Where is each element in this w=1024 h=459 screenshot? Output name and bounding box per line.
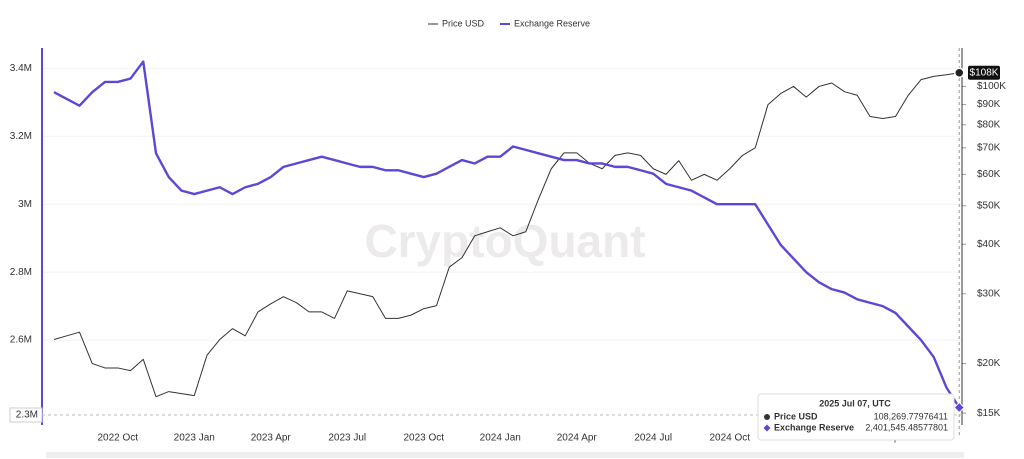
tooltip-value: 108,269.77976411 bbox=[874, 411, 948, 421]
series-line bbox=[53, 72, 960, 398]
legend-label: Price USD bbox=[442, 18, 485, 28]
y-tick-label: 3.2M bbox=[10, 131, 32, 142]
scrollbar[interactable] bbox=[46, 452, 964, 458]
price-marker bbox=[954, 67, 965, 78]
watermark: CryptoQuant bbox=[364, 215, 645, 267]
x-tick-label: 2024 Apr bbox=[557, 433, 598, 444]
tooltip-name: Exchange Reserve bbox=[774, 422, 854, 432]
tooltip-name: Price USD bbox=[774, 411, 818, 421]
y2-tick-label: $70K bbox=[977, 142, 1001, 153]
crosshair-label-box bbox=[9, 407, 43, 423]
y2-tick-label: $90K bbox=[977, 99, 1001, 110]
x-tick-label: 2022 Oct bbox=[97, 433, 138, 444]
y-tick-label: 2.6M bbox=[10, 335, 32, 346]
y2-tick-label: $80K bbox=[977, 119, 1001, 130]
y2-tick-label: $30K bbox=[977, 288, 1001, 299]
x-tick-label: 2024 Oct bbox=[709, 433, 750, 444]
y2-tick-label: $40K bbox=[977, 239, 1001, 250]
reserve-marker bbox=[953, 401, 965, 414]
x-tick-label: 2023 Jul bbox=[328, 433, 366, 444]
price-label: $108K bbox=[970, 67, 999, 78]
y-tick-label: 2.8M bbox=[10, 267, 32, 278]
tooltip-title: 2025 Jul 07, UTC bbox=[819, 398, 891, 408]
tooltip-box bbox=[757, 393, 955, 441]
crosshair-label: 2.3M bbox=[16, 410, 38, 421]
tooltip-value: 2,401,545.48577801 bbox=[865, 422, 948, 432]
x-tick-label: 2023 Jan bbox=[174, 433, 215, 444]
x-tick-label: 2024 Jul bbox=[634, 433, 672, 444]
x-tick-label: 2024 Jan bbox=[480, 433, 521, 444]
price-label-box bbox=[968, 65, 1000, 80]
y2-tick-label: $15K bbox=[977, 408, 1001, 419]
y-tick-label: 3.4M bbox=[10, 63, 32, 74]
y2-tick-label: $60K bbox=[977, 169, 1001, 180]
y2-tick-label: $100K bbox=[977, 81, 1006, 92]
legend-label: Exchange Reserve bbox=[514, 18, 590, 28]
y2-tick-label: $50K bbox=[977, 200, 1001, 211]
tooltip-diamond bbox=[763, 424, 771, 432]
y2-tick-label: $20K bbox=[977, 358, 1001, 369]
series-line bbox=[53, 60, 961, 409]
x-tick-label: 2023 Apr bbox=[251, 433, 292, 444]
x-tick-label: 2023 Oct bbox=[403, 433, 444, 444]
tooltip-dot bbox=[764, 414, 770, 420]
y-tick-label: 3M bbox=[18, 199, 32, 210]
